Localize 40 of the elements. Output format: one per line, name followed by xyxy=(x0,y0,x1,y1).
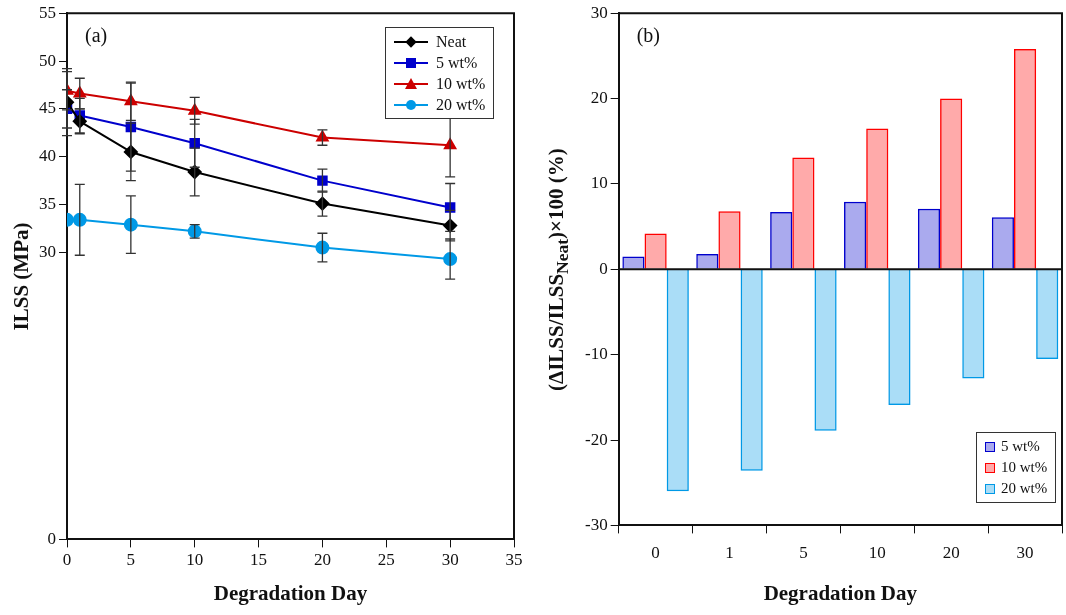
x-axis-title: Degradation Day xyxy=(213,580,368,605)
y-tick-label: -30 xyxy=(584,514,608,534)
y-tick-label: 10 xyxy=(590,173,608,193)
x-tick-label: 5 xyxy=(126,550,136,570)
x-tick-label: 30 xyxy=(441,550,459,570)
y-tick-label: 20 xyxy=(590,88,608,108)
x-tick-label: 20 xyxy=(313,550,331,570)
x-tick-label: 1 xyxy=(725,543,734,563)
legend-label: 20 wt% xyxy=(436,95,486,114)
y-tick-label: 50 xyxy=(39,50,56,70)
y-tick-label: 55 xyxy=(39,2,56,22)
annotation: (b) xyxy=(636,24,660,48)
x-tick-label: 10 xyxy=(868,543,886,563)
x-tick-label: 35 xyxy=(505,550,523,570)
x-tick-label: 25 xyxy=(377,550,395,570)
y-tick-label: 30 xyxy=(39,241,56,261)
legend-label: 20 wt% xyxy=(1001,480,1048,498)
y-tick-label: 35 xyxy=(39,194,56,214)
y-tick-label: 0 xyxy=(599,258,608,278)
legend-label: 5 wt% xyxy=(1001,438,1040,456)
x-tick-label: 5 xyxy=(799,543,808,563)
legend-label: 10 wt% xyxy=(436,74,486,93)
x-tick-label: 10 xyxy=(186,550,204,570)
y-axis-title: ILSS (MPa) xyxy=(9,222,35,331)
y-tick-label: 0 xyxy=(47,528,56,548)
x-tick-label: 0 xyxy=(651,543,660,563)
x-tick-label: 15 xyxy=(250,550,268,570)
x-axis-title: Degradation Day xyxy=(763,580,918,605)
y-tick-label: -10 xyxy=(584,344,608,364)
y-tick-label: 40 xyxy=(39,146,56,166)
annotation: (a) xyxy=(85,24,108,48)
y-tick-label: -20 xyxy=(584,429,608,449)
x-tick-label: 30 xyxy=(1016,543,1034,563)
legend-label: 10 wt% xyxy=(1001,459,1048,477)
y-tick-label: 45 xyxy=(39,98,56,118)
legend-label: Neat xyxy=(436,32,467,51)
x-tick-label: 20 xyxy=(942,543,960,563)
legend-label: 5 wt% xyxy=(436,53,478,72)
x-tick-label: 0 xyxy=(62,550,72,570)
y-tick-label: 30 xyxy=(590,2,608,22)
